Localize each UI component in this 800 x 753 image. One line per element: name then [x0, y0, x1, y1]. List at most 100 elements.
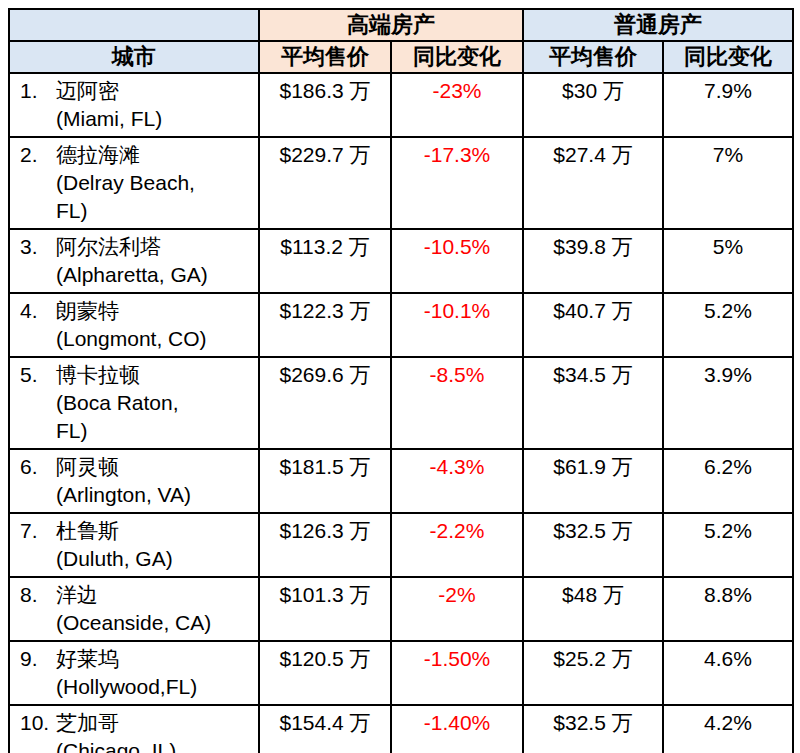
regular-change-cell: 6.2% — [663, 449, 793, 513]
corner-cell — [9, 9, 259, 41]
city-name-en: (Chicago, IL) — [56, 739, 176, 753]
city-name-cn: 阿尔法利塔 — [56, 235, 161, 258]
regular-change-cell: 3.9% — [663, 357, 793, 449]
city-cell: 7. 杜鲁斯 (Duluth, GA) — [9, 513, 259, 577]
regular-change-header: 同比变化 — [663, 41, 793, 73]
table-row: 7. 杜鲁斯 (Duluth, GA) $126.3 万 -2.2% $32.5… — [9, 513, 793, 577]
luxury-price-cell: $186.3 万 — [259, 73, 391, 137]
luxury-price-cell: $229.7 万 — [259, 137, 391, 229]
row-rank: 2. — [20, 141, 56, 169]
city-name-en: (Duluth, GA) — [56, 547, 173, 570]
row-rank: 7. — [20, 517, 56, 545]
regular-change-cell: 7.9% — [663, 73, 793, 137]
city-name-en: (Alpharetta, GA) — [56, 263, 208, 286]
regular-price-header: 平均售价 — [523, 41, 663, 73]
regular-change-cell: 4.2% — [663, 705, 793, 753]
city-name-cn: 德拉海滩 — [56, 143, 140, 166]
city-name-cn: 洋边 — [56, 583, 98, 606]
city-name-cn: 好莱坞 — [56, 647, 119, 670]
luxury-change-cell: -1.40% — [391, 705, 523, 753]
regular-change-cell: 5% — [663, 229, 793, 293]
luxury-group-header: 高端房产 — [259, 9, 523, 41]
regular-price-cell: $32.5 万 — [523, 513, 663, 577]
table-row: 1. 迈阿密 (Miami, FL) $186.3 万 -23% $30 万 7… — [9, 73, 793, 137]
city-name-en: (Miami, FL) — [56, 107, 162, 130]
regular-change-cell: 5.2% — [663, 513, 793, 577]
luxury-change-cell: -17.3% — [391, 137, 523, 229]
regular-change-cell: 7% — [663, 137, 793, 229]
table-row: 2. 德拉海滩 (Delray Beach, FL) $229.7 万 -17.… — [9, 137, 793, 229]
table-row: 4. 朗蒙特 (Longmont, CO) $122.3 万 -10.1% $4… — [9, 293, 793, 357]
luxury-change-cell: -23% — [391, 73, 523, 137]
city-cell: 4. 朗蒙特 (Longmont, CO) — [9, 293, 259, 357]
city-cell: 2. 德拉海滩 (Delray Beach, FL) — [9, 137, 259, 229]
city-name-en: (Boca Raton, FL) — [56, 391, 179, 442]
luxury-price-cell: $269.6 万 — [259, 357, 391, 449]
luxury-change-cell: -10.5% — [391, 229, 523, 293]
city-name-en: (Longmont, CO) — [56, 327, 207, 350]
luxury-price-cell: $154.4 万 — [259, 705, 391, 753]
column-header-row: 城市 平均售价 同比变化 平均售价 同比变化 — [9, 41, 793, 73]
group-header-row: 高端房产 普通房产 — [9, 9, 793, 41]
city-name-cn: 杜鲁斯 — [56, 519, 119, 542]
city-cell: 9. 好莱坞 (Hollywood,FL) — [9, 641, 259, 705]
regular-price-cell: $34.5 万 — [523, 357, 663, 449]
city-name-en: (Hollywood,FL) — [56, 675, 197, 698]
luxury-price-cell: $120.5 万 — [259, 641, 391, 705]
luxury-change-cell: -10.1% — [391, 293, 523, 357]
luxury-price-cell: $122.3 万 — [259, 293, 391, 357]
city-cell: 8. 洋边 (Oceanside, CA) — [9, 577, 259, 641]
regular-price-cell: $27.4 万 — [523, 137, 663, 229]
regular-price-cell: $39.8 万 — [523, 229, 663, 293]
table-row: 3. 阿尔法利塔 (Alpharetta, GA) $113.2 万 -10.5… — [9, 229, 793, 293]
luxury-change-cell: -2% — [391, 577, 523, 641]
luxury-change-cell: -8.5% — [391, 357, 523, 449]
luxury-change-cell: -1.50% — [391, 641, 523, 705]
row-rank: 3. — [20, 233, 56, 261]
city-name-en: (Arlington, VA) — [56, 483, 191, 506]
city-cell: 6. 阿灵顿 (Arlington, VA) — [9, 449, 259, 513]
city-cell: 5. 博卡拉顿 (Boca Raton, FL) — [9, 357, 259, 449]
row-rank: 5. — [20, 361, 56, 389]
regular-price-cell: $40.7 万 — [523, 293, 663, 357]
regular-price-cell: $61.9 万 — [523, 449, 663, 513]
regular-group-header: 普通房产 — [523, 9, 793, 41]
city-name-en: (Oceanside, CA) — [56, 611, 211, 634]
regular-change-cell: 8.8% — [663, 577, 793, 641]
city-name-cn: 芝加哥 — [56, 711, 119, 734]
row-rank: 8. — [20, 581, 56, 609]
real-estate-price-table: 高端房产 普通房产 城市 平均售价 同比变化 平均售价 同比变化 1. 迈阿密 … — [8, 8, 794, 753]
city-name-cn: 朗蒙特 — [56, 299, 119, 322]
city-name-cn: 博卡拉顿 — [56, 363, 140, 386]
city-column-header: 城市 — [9, 41, 259, 73]
regular-price-cell: $32.5 万 — [523, 705, 663, 753]
luxury-price-cell: $181.5 万 — [259, 449, 391, 513]
luxury-price-cell: $113.2 万 — [259, 229, 391, 293]
city-name-cn: 阿灵顿 — [56, 455, 119, 478]
table-row: 5. 博卡拉顿 (Boca Raton, FL) $269.6 万 -8.5% … — [9, 357, 793, 449]
table-row: 10. 芝加哥 (Chicago, IL) $154.4 万 -1.40% $3… — [9, 705, 793, 753]
row-rank: 4. — [20, 297, 56, 325]
luxury-price-cell: $101.3 万 — [259, 577, 391, 641]
regular-price-cell: $30 万 — [523, 73, 663, 137]
city-cell: 1. 迈阿密 (Miami, FL) — [9, 73, 259, 137]
table-row: 9. 好莱坞 (Hollywood,FL) $120.5 万 -1.50% $2… — [9, 641, 793, 705]
city-cell: 10. 芝加哥 (Chicago, IL) — [9, 705, 259, 753]
luxury-change-cell: -2.2% — [391, 513, 523, 577]
row-rank: 6. — [20, 453, 56, 481]
city-name-cn: 迈阿密 — [56, 79, 119, 102]
row-rank: 1. — [20, 77, 56, 105]
regular-change-cell: 5.2% — [663, 293, 793, 357]
row-rank: 10. — [20, 709, 56, 737]
table-row: 6. 阿灵顿 (Arlington, VA) $181.5 万 -4.3% $6… — [9, 449, 793, 513]
luxury-price-cell: $126.3 万 — [259, 513, 391, 577]
luxury-change-cell: -4.3% — [391, 449, 523, 513]
regular-price-cell: $25.2 万 — [523, 641, 663, 705]
city-cell: 3. 阿尔法利塔 (Alpharetta, GA) — [9, 229, 259, 293]
city-name-en: (Delray Beach, FL) — [56, 171, 195, 222]
regular-change-cell: 4.6% — [663, 641, 793, 705]
luxury-price-header: 平均售价 — [259, 41, 391, 73]
row-rank: 9. — [20, 645, 56, 673]
luxury-change-header: 同比变化 — [391, 41, 523, 73]
regular-price-cell: $48 万 — [523, 577, 663, 641]
